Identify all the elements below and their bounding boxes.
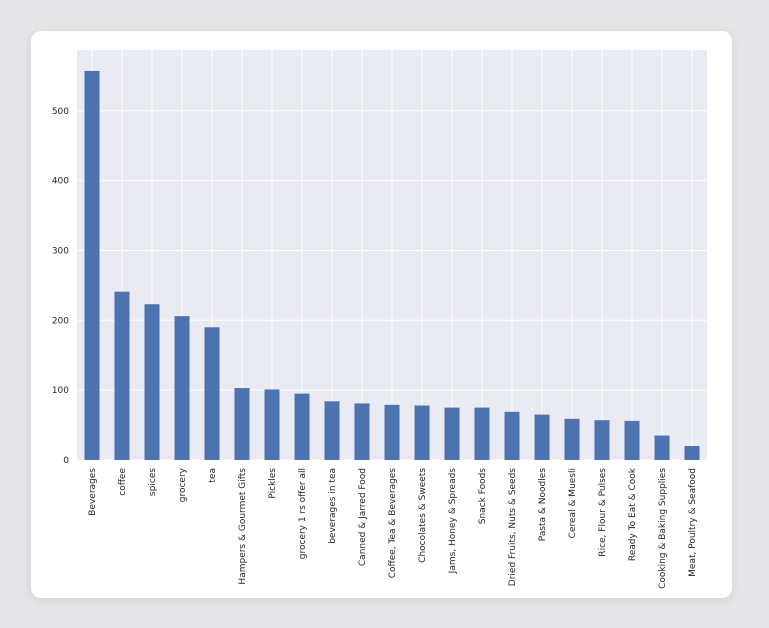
x-tick-label: spices	[148, 468, 158, 496]
bars	[84, 70, 700, 460]
bar	[144, 304, 160, 460]
bar	[264, 389, 280, 460]
y-axis-ticks: 0 100 200 300 400 500	[52, 107, 69, 466]
bar	[594, 420, 610, 460]
x-tick-label: grocery	[178, 467, 188, 502]
x-tick-label: Jams, Honey & Spreads	[448, 468, 458, 575]
y-tick-label: 400	[52, 177, 69, 187]
bar	[204, 327, 220, 460]
x-tick-label: Pasta & Noodles	[538, 468, 548, 542]
y-tick-label: 0	[63, 456, 69, 466]
bar	[624, 420, 640, 460]
chart-card: 0 100 200 300 400 500 Beverages coffee spices gr…	[31, 31, 732, 598]
bar	[504, 411, 520, 460]
x-tick-label: grocery 1 rs offer all	[298, 468, 308, 559]
x-tick-label: Pickles	[268, 468, 278, 499]
x-tick-label: Beverages	[88, 468, 98, 516]
bar	[174, 316, 190, 460]
bar	[474, 407, 490, 460]
bar	[384, 404, 400, 460]
x-tick-label: beverages in tea	[328, 468, 338, 544]
x-tick-label: coffee	[118, 468, 128, 496]
bar	[564, 418, 580, 460]
x-tick-label: Meat, Poultry & Seafood	[688, 468, 698, 577]
x-tick-label: Ready To Eat & Cook	[628, 467, 638, 561]
x-tick-label: Cereal & Muesli	[568, 468, 578, 538]
x-tick-label: Canned & Jarred Food	[358, 468, 368, 566]
bar-chart: 0 100 200 300 400 500 Beverages coffee spices gr…	[52, 50, 707, 589]
bar	[114, 291, 130, 460]
x-tick-label: tea	[208, 468, 218, 483]
x-tick-label: Snack Foods	[478, 468, 488, 525]
x-tick-label: Dried Fruits, Nuts & Seeds	[508, 468, 518, 587]
bar	[534, 414, 550, 460]
x-axis-ticks: Beverages coffee spices grocery tea Hampers &…	[88, 467, 698, 589]
bar	[444, 407, 460, 460]
y-tick-label: 100	[52, 386, 69, 396]
bar	[84, 70, 100, 460]
bar	[354, 403, 370, 460]
y-tick-label: 300	[52, 246, 69, 256]
x-tick-label: Coffee, Tea & Beverages	[388, 468, 398, 579]
x-tick-label: Hampers & Gourmet Gifts	[238, 468, 248, 585]
bar	[294, 393, 310, 460]
y-tick-label: 200	[52, 316, 69, 326]
bar	[324, 401, 340, 460]
x-tick-label: Cooking & Baking Supplies	[658, 468, 668, 589]
bar	[684, 446, 700, 460]
bar	[654, 435, 670, 460]
bar	[414, 405, 430, 460]
bar	[234, 388, 250, 460]
x-tick-label: Chocolates & Sweets	[418, 468, 428, 563]
y-tick-label: 500	[52, 107, 69, 117]
x-tick-label: Rice, Flour & Pulses	[598, 468, 608, 557]
